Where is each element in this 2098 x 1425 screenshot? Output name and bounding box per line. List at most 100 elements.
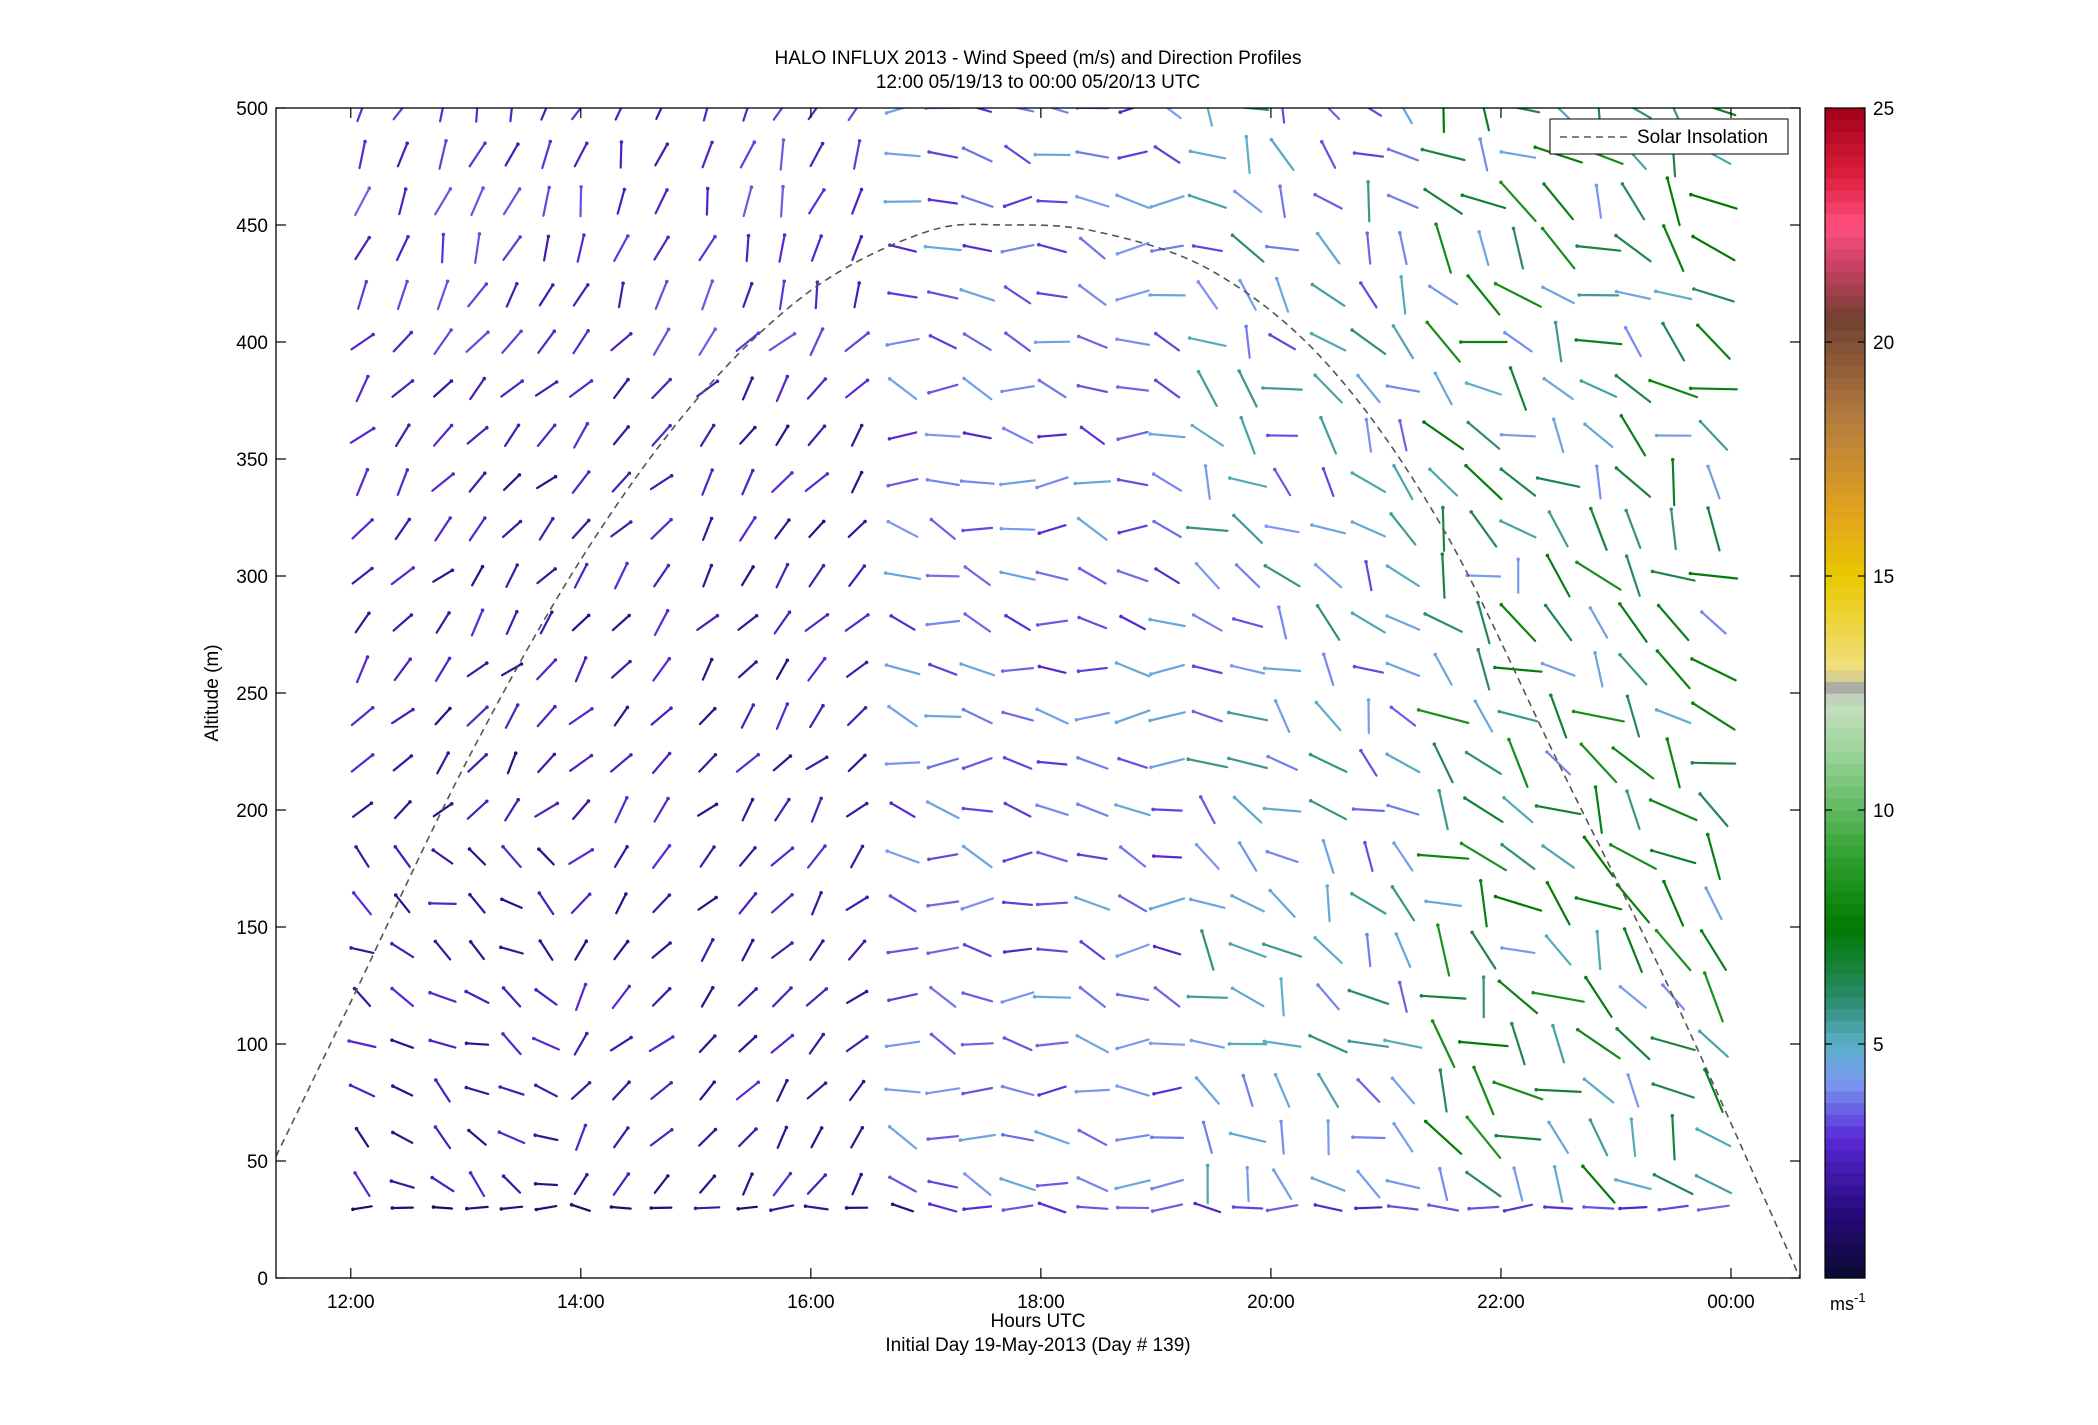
wind-vector-head [1076, 756, 1080, 760]
wind-vector [973, 108, 993, 113]
wind-vector [1503, 331, 1533, 353]
wind-vector [738, 892, 757, 915]
wind-vector [1500, 433, 1537, 438]
wind-vector [1266, 1204, 1299, 1212]
wind-vector [610, 332, 632, 352]
colorbar-tick-label: 25 [1873, 99, 1894, 120]
wind-vector [847, 108, 859, 122]
wind-vector-head [1033, 340, 1038, 345]
wind-vector-head [1437, 789, 1441, 793]
wind-vector [1326, 884, 1331, 923]
wind-vector [771, 941, 794, 959]
wind-vector [1154, 379, 1181, 399]
wind-vector-head [585, 421, 590, 426]
wind-vector-head [1351, 807, 1356, 811]
wind-vector-head [1035, 1184, 1040, 1188]
wind-vector-head [1191, 709, 1196, 714]
wind-vector-head [1115, 193, 1119, 198]
wind-vector-head [1350, 611, 1355, 615]
wind-vector-head [1696, 1208, 1701, 1212]
wind-vector [349, 427, 375, 444]
wind-vector-head [364, 279, 369, 284]
wind-vector-head [863, 519, 867, 524]
wind-vector [391, 987, 414, 1008]
wind-vector-head [1470, 930, 1474, 935]
wind-vector [1206, 108, 1214, 127]
wind-vector-head [370, 566, 374, 571]
wind-vector [1003, 1036, 1033, 1052]
wind-vector-head [1230, 986, 1235, 991]
wind-vector-head [1350, 520, 1355, 524]
wind-vector-head [1464, 750, 1469, 755]
wind-vector [1313, 193, 1343, 210]
wind-vector [612, 425, 630, 446]
wind-vector-head [583, 1123, 588, 1128]
wind-vector-head [1036, 760, 1041, 764]
wind-vector [779, 185, 785, 218]
wind-vector [776, 1079, 789, 1103]
wind-vector-head [1386, 147, 1391, 152]
wind-vector-head [627, 613, 631, 618]
wind-vector-head [590, 848, 595, 852]
wind-vector [1115, 1084, 1150, 1097]
wind-vector [534, 1084, 558, 1098]
wind-vector-head [547, 185, 551, 190]
wind-vector [891, 1203, 915, 1213]
wind-vector [804, 613, 829, 632]
wind-vector-head [626, 425, 630, 429]
wind-vector [351, 1205, 373, 1211]
wind-vector [848, 564, 866, 588]
wind-vector [1589, 1118, 1609, 1157]
wind-vector-head [1148, 907, 1153, 911]
wind-vector [1314, 563, 1343, 589]
wind-vector [1000, 385, 1035, 393]
wind-vector [739, 141, 756, 169]
wind-vector-head [1698, 792, 1702, 796]
wind-vector [1424, 1120, 1463, 1155]
wind-vector [808, 520, 825, 539]
wind-vector-head [627, 984, 632, 989]
wind-vector [1189, 150, 1227, 160]
wind-vector [1695, 1174, 1733, 1195]
wind-vector-head [749, 185, 754, 189]
wind-vector-head [1114, 1186, 1118, 1191]
wind-vector [1262, 943, 1303, 958]
wind-vector [1706, 833, 1721, 881]
wind-vector-head [629, 520, 633, 524]
wind-vector-head [711, 938, 715, 942]
wind-vector-head [1575, 560, 1579, 565]
wind-vector [392, 613, 413, 632]
wind-vector-head [1076, 802, 1080, 806]
wind-vector-head [484, 282, 489, 286]
wind-vector-head [1399, 275, 1403, 279]
wind-vector [1037, 433, 1067, 438]
wind-vector-head [1264, 524, 1269, 528]
wind-vector-head [1002, 1036, 1007, 1040]
colorbar-tick-label: 15 [1873, 567, 1894, 588]
wind-vector [885, 108, 907, 115]
wind-vector [1441, 553, 1446, 599]
wind-vector-head [1315, 604, 1320, 608]
wind-vector [613, 845, 629, 868]
wind-vector [1386, 1179, 1421, 1190]
wind-vector [1036, 851, 1068, 863]
wind-vector [1474, 700, 1494, 733]
wind-vector [568, 379, 593, 398]
wind-vector [1689, 387, 1738, 391]
wind-vector-head [483, 471, 487, 476]
wind-vector [1192, 613, 1223, 632]
wind-vector [653, 1174, 669, 1194]
wind-vector [1012, 108, 1035, 113]
wind-vector-head [1698, 419, 1703, 424]
wind-vector-head [433, 1125, 438, 1129]
colorbar-segment [1825, 119, 1865, 132]
wind-vector-head [753, 1034, 758, 1039]
wind-vector-head [411, 707, 415, 712]
wind-vector-head [1547, 1120, 1551, 1125]
wind-vector [926, 478, 960, 487]
wind-vector-head [1619, 414, 1624, 418]
wind-vector [810, 797, 823, 823]
wind-vector [1038, 379, 1067, 399]
wind-vector [1535, 804, 1582, 816]
